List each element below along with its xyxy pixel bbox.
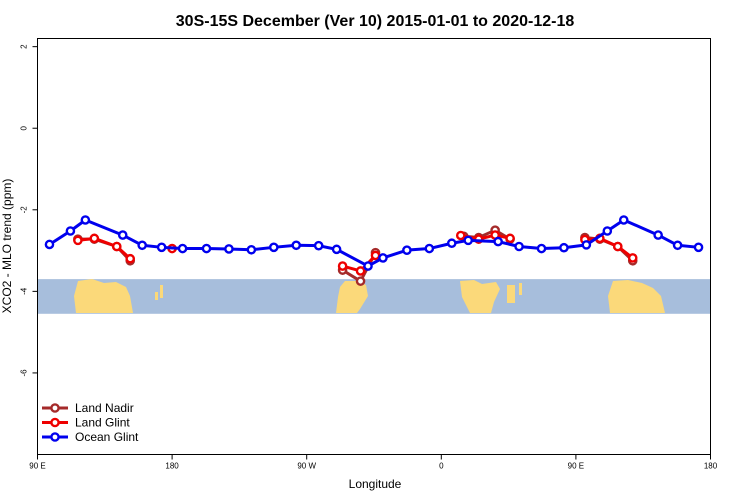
data-point (653, 230, 663, 240)
data-point (505, 233, 515, 244)
data-point (581, 240, 592, 250)
y-tick-label: 2 (20, 44, 29, 49)
data-point (693, 242, 704, 253)
x-tick-label: 90 E (568, 462, 584, 471)
x-tick-label: 180 (165, 462, 179, 471)
data-point (137, 240, 147, 251)
legend-label: Ocean Glint (75, 430, 139, 444)
data-point (455, 230, 466, 241)
data-point (125, 253, 136, 264)
background-map (37, 279, 711, 314)
data-point (246, 244, 257, 255)
data-point (602, 226, 613, 236)
series-line (77, 236, 132, 260)
data-point (612, 241, 623, 252)
data-point (313, 240, 324, 251)
map-land (608, 280, 665, 313)
legend-label: Land Nadir (75, 401, 134, 415)
series-land-nadir (73, 225, 638, 286)
data-point (355, 276, 366, 286)
legend-marker (50, 403, 60, 413)
map-land (460, 280, 500, 313)
data-point (111, 241, 122, 252)
data-point (355, 266, 366, 276)
x-tick-label: 90 E (29, 462, 45, 471)
x-axis-label: Longitude (349, 477, 402, 491)
series-line (584, 236, 634, 260)
map-land (336, 281, 368, 313)
data-point (268, 242, 279, 253)
data-point (291, 240, 302, 251)
x-tick-label: 90 W (297, 462, 316, 471)
data-point (627, 253, 638, 263)
data-point (224, 244, 234, 254)
map-land (74, 279, 133, 313)
map-ocean (37, 279, 711, 314)
y-axis-label: XCO2 - MLO trend (ppm) (0, 179, 14, 314)
data-point (156, 242, 167, 253)
data-point (177, 243, 188, 254)
data-point (65, 226, 76, 236)
data-point (672, 240, 683, 251)
legend-label: Land Glint (75, 416, 130, 430)
data-point (463, 235, 474, 246)
y-axis: 2 0 -2 -4 -6 (20, 44, 38, 377)
data-point (618, 215, 629, 225)
map-land (160, 285, 163, 298)
chart-title: 30S-15S December (Ver 10) 2015-01-01 to … (176, 13, 575, 30)
plot-frame (37, 38, 711, 455)
legend-entry: Ocean Glint (42, 430, 139, 444)
data-point (493, 236, 503, 247)
series-land-glint (73, 230, 638, 276)
data-point (44, 239, 55, 250)
x-tick-label: 180 (704, 462, 718, 471)
data-point (201, 243, 212, 254)
data-point (402, 245, 412, 255)
data-point (117, 230, 128, 240)
data-point (337, 261, 348, 271)
data-point (370, 250, 381, 261)
x-tick-label: 0 (439, 462, 444, 471)
y-tick-label: -2 (20, 206, 29, 214)
data-point (73, 235, 83, 246)
data-point (331, 244, 342, 255)
legend-marker (50, 432, 60, 442)
y-tick-label: -4 (20, 287, 29, 295)
data-point (446, 238, 457, 249)
data-point (559, 242, 569, 253)
legend-entry: Land Glint (42, 416, 130, 430)
series-ocean-glint (44, 215, 704, 271)
data-point (363, 261, 373, 271)
data-point (89, 233, 100, 244)
y-tick-label: 0 (20, 125, 29, 130)
map-land (507, 285, 515, 303)
data-point (424, 243, 435, 254)
data-point (536, 243, 547, 254)
y-tick-label: -6 (20, 369, 29, 377)
map-land (155, 292, 158, 300)
legend-entry: Land Nadir (42, 401, 134, 415)
data-point (378, 253, 388, 263)
data-point (80, 215, 91, 225)
x-axis: 90 E 180 90 W 0 90 E 180 (29, 454, 718, 471)
map-land (519, 283, 522, 295)
legend-marker (50, 417, 60, 428)
series-layer (44, 215, 704, 286)
data-point (514, 241, 524, 252)
